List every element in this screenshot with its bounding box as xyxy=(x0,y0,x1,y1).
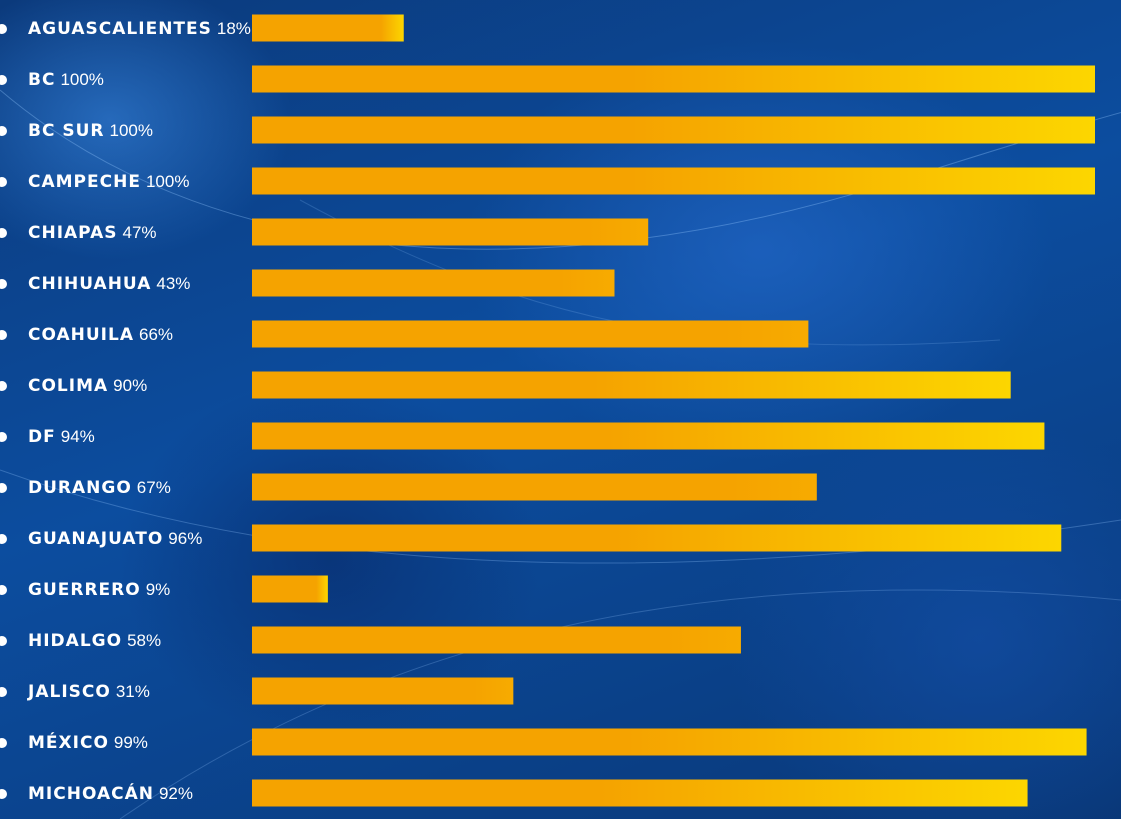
bar-row: GUERRERO 9% xyxy=(0,575,328,603)
row-bullet-dot xyxy=(0,636,7,646)
bar-row: GUANAJUATO 96% xyxy=(0,524,1062,552)
bar xyxy=(252,779,1028,807)
value-label: 66% xyxy=(139,325,173,344)
bar xyxy=(252,167,1095,195)
bar xyxy=(252,269,615,297)
row-bullet-dot xyxy=(0,738,7,748)
value-label: 100% xyxy=(110,121,153,140)
value-label: 43% xyxy=(156,274,190,293)
bar xyxy=(252,473,817,501)
row-bullet-dot xyxy=(0,75,7,85)
value-label: 100% xyxy=(146,172,189,191)
bar-row: JALISCO 31% xyxy=(0,677,514,705)
bar-label: COLIMA 90% xyxy=(28,376,147,396)
bar-label: CHIAPAS 47% xyxy=(28,223,157,243)
bar xyxy=(252,626,741,654)
value-label: 96% xyxy=(168,529,202,548)
bar-label: AGUASCALIENTES 18% xyxy=(28,19,251,39)
bar-label: COAHUILA 66% xyxy=(28,325,173,345)
bar xyxy=(252,320,809,348)
category-label: AGUASCALIENTES xyxy=(28,19,212,39)
bar-label: MÉXICO 99% xyxy=(28,731,148,753)
value-label: 90% xyxy=(113,376,147,395)
category-label: BC SUR xyxy=(28,121,105,141)
category-label: CAMPECHE xyxy=(28,172,141,192)
bar xyxy=(252,575,328,603)
row-bullet-dot xyxy=(0,279,7,289)
bar-label: BC SUR 100% xyxy=(28,121,153,141)
row-bullet-dot xyxy=(0,177,7,187)
category-label: DURANGO xyxy=(28,478,132,498)
bar-row: MÉXICO 99% xyxy=(0,728,1087,756)
bar-row: COAHUILA 66% xyxy=(0,320,809,348)
bar-label: DF 94% xyxy=(28,427,95,447)
value-label: 99% xyxy=(114,733,148,752)
category-label: DF xyxy=(28,427,56,447)
value-label: 9% xyxy=(146,580,171,599)
bar xyxy=(252,65,1095,93)
bar-row: BC SUR 100% xyxy=(0,116,1095,144)
row-bullet-dot xyxy=(0,789,7,799)
bar xyxy=(252,422,1045,450)
value-label: 67% xyxy=(137,478,171,497)
category-label: CHIHUAHUA xyxy=(28,274,151,294)
row-bullet-dot xyxy=(0,534,7,544)
bar-row: MICHOACÁN 92% xyxy=(0,779,1028,807)
bar-row: HIDALGO 58% xyxy=(0,626,741,654)
bar xyxy=(252,116,1095,144)
bar-label: HIDALGO 58% xyxy=(28,631,161,651)
value-label: 18% xyxy=(217,19,251,38)
row-bullet-dot xyxy=(0,381,7,391)
bar-row: AGUASCALIENTES 18% xyxy=(0,14,404,42)
category-label: CHIAPAS xyxy=(28,223,118,243)
bar-label: CAMPECHE 100% xyxy=(28,172,189,192)
category-label: GUERRERO xyxy=(28,580,141,600)
bar-row: CHIHUAHUA 43% xyxy=(0,269,615,297)
bar-row: CHIAPAS 47% xyxy=(0,218,649,246)
value-label: 47% xyxy=(123,223,157,242)
value-label: 94% xyxy=(61,427,95,446)
row-bullet-dot xyxy=(0,585,7,595)
bar xyxy=(252,371,1011,399)
category-label: COAHUILA xyxy=(28,325,134,345)
category-label: HIDALGO xyxy=(28,631,122,651)
category-label: JALISCO xyxy=(27,682,111,702)
row-bullet-dot xyxy=(0,24,7,34)
decorative-curves xyxy=(0,89,1121,819)
bar-label: MICHOACÁN 92% xyxy=(28,782,193,804)
bar xyxy=(252,728,1087,756)
row-bullet-dot xyxy=(0,228,7,238)
category-label: MÉXICO xyxy=(28,731,109,753)
category-label: MICHOACÁN xyxy=(28,782,154,804)
value-label: 92% xyxy=(159,784,193,803)
bar-row: DURANGO 67% xyxy=(0,473,817,501)
bar-row: BC 100% xyxy=(0,65,1095,93)
bar xyxy=(252,677,514,705)
category-label: COLIMA xyxy=(28,376,108,396)
row-bullet-dot xyxy=(0,432,7,442)
row-bullet-dot xyxy=(0,330,7,340)
bar xyxy=(252,524,1062,552)
row-bullet-dot xyxy=(0,483,7,493)
category-label: GUANAJUATO xyxy=(28,529,163,549)
value-label: 58% xyxy=(127,631,161,650)
bar-row: COLIMA 90% xyxy=(0,371,1011,399)
bar-label: CHIHUAHUA 43% xyxy=(28,274,190,294)
bar xyxy=(252,14,404,42)
value-label: 31% xyxy=(116,682,150,701)
bar-row: CAMPECHE 100% xyxy=(0,167,1095,195)
bar-label: GUANAJUATO 96% xyxy=(28,529,202,549)
bar-label: BC 100% xyxy=(28,70,104,90)
row-bullet-dot xyxy=(0,687,7,697)
bar-label: DURANGO 67% xyxy=(28,478,171,498)
bar xyxy=(252,218,649,246)
category-label: BC xyxy=(28,70,55,90)
bar-row: DF 94% xyxy=(0,422,1045,450)
row-bullet-dot xyxy=(0,126,7,136)
value-label: 100% xyxy=(60,70,103,89)
bar-label: JALISCO 31% xyxy=(27,682,150,702)
bar-label: GUERRERO 9% xyxy=(28,580,170,600)
